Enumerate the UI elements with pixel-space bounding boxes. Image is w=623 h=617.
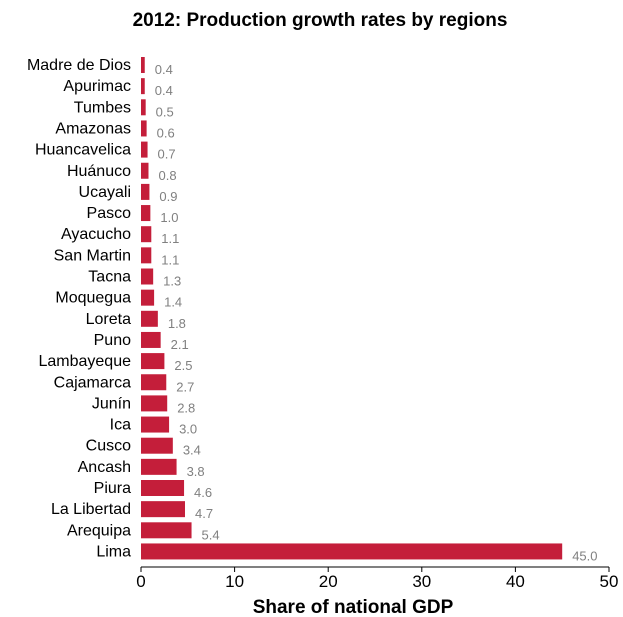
category-label: Piura [94, 480, 131, 497]
value-label: 45.0 [572, 548, 597, 563]
category-label: Apurimac [63, 78, 131, 95]
x-tick-label: 40 [506, 572, 525, 591]
x-tick-label: 10 [225, 572, 244, 591]
category-label: Ancash [78, 459, 131, 476]
bar [141, 395, 168, 412]
value-label: 2.1 [171, 337, 189, 352]
category-label: Cusco [86, 438, 131, 455]
category-label: Amazonas [55, 120, 131, 137]
bar [141, 268, 154, 285]
category-label: San Martin [54, 247, 131, 264]
value-label: 0.4 [155, 83, 173, 98]
value-label: 4.7 [195, 506, 213, 521]
bars-group [141, 57, 563, 560]
value-label: 3.4 [183, 443, 201, 458]
bar [141, 458, 177, 475]
bar [141, 416, 170, 433]
value-label: 1.3 [163, 274, 181, 289]
category-label: Moquegua [55, 290, 131, 307]
bar [141, 162, 149, 179]
bar [141, 522, 192, 539]
bar [141, 543, 563, 560]
category-label: Junín [92, 395, 131, 412]
category-label: Arequipa [67, 522, 131, 539]
bar [141, 374, 167, 391]
category-labels: Madre de Dios Apurimac Tumbes Amazonas Huanc… [27, 57, 131, 560]
value-labels: 0.4 0.4 0.5 0.6 0.7 0.8 0.9 1.0 1.1 1.1 1.3 1.4 1.8 2… [155, 62, 598, 563]
category-label: Huancavelica [35, 142, 131, 159]
value-label: 0.6 [157, 125, 175, 140]
category-label: Tumbes [74, 99, 131, 116]
category-label: Ica [110, 417, 131, 434]
category-label: Madre de Dios [27, 57, 131, 74]
bar [141, 78, 145, 95]
bar [141, 57, 145, 73]
bar [141, 310, 158, 327]
x-axis-label: Share of national GDP [253, 597, 454, 617]
value-label: 1.1 [161, 231, 179, 246]
category-label: Huánuco [67, 163, 131, 180]
value-label: 1.0 [160, 210, 178, 225]
category-label: Tacna [88, 269, 131, 286]
value-label: 0.7 [158, 147, 176, 162]
x-tick-label: 30 [412, 572, 431, 591]
category-label: Pasco [87, 205, 132, 222]
value-label: 1.8 [168, 316, 186, 331]
bar [141, 226, 152, 243]
value-label: 0.8 [158, 168, 176, 183]
bar [141, 331, 161, 348]
category-label: Ayacucho [61, 226, 131, 243]
value-label: 2.5 [174, 358, 192, 373]
category-label: Puno [94, 332, 131, 349]
category-label: Cajamarca [54, 374, 131, 391]
bar [141, 99, 146, 116]
bar [141, 353, 165, 370]
value-label: 1.4 [164, 295, 182, 310]
category-label: Lima [96, 543, 131, 560]
value-label: 3.0 [179, 422, 197, 437]
value-label: 0.9 [159, 189, 177, 204]
bar [141, 205, 151, 222]
bar [141, 141, 148, 158]
category-label: Ucayali [79, 184, 131, 201]
x-tick-label: 20 [319, 572, 338, 591]
bar [141, 289, 155, 306]
value-label: 2.7 [176, 379, 194, 394]
value-label: 5.4 [202, 527, 220, 542]
x-axis-ticks: 0 10 20 30 40 50 [136, 567, 618, 591]
bar [141, 501, 185, 518]
bar [141, 247, 152, 264]
bar [141, 437, 173, 454]
category-label: Lambayeque [38, 353, 131, 370]
value-label: 0.5 [156, 104, 174, 119]
value-label: 3.8 [187, 464, 205, 479]
bar [141, 480, 185, 496]
value-label: 4.6 [194, 485, 212, 500]
bar [141, 120, 147, 137]
category-label: Loreta [86, 311, 131, 328]
chart-title: 2012: Production growth rates by regions [133, 10, 508, 31]
value-label: 1.1 [161, 252, 179, 267]
x-tick-label: 50 [600, 572, 619, 591]
category-label: La Libertad [51, 501, 131, 518]
value-label: 2.8 [177, 400, 195, 415]
x-tick-label: 0 [136, 572, 145, 591]
value-label: 0.4 [155, 62, 173, 77]
bar [141, 183, 150, 200]
